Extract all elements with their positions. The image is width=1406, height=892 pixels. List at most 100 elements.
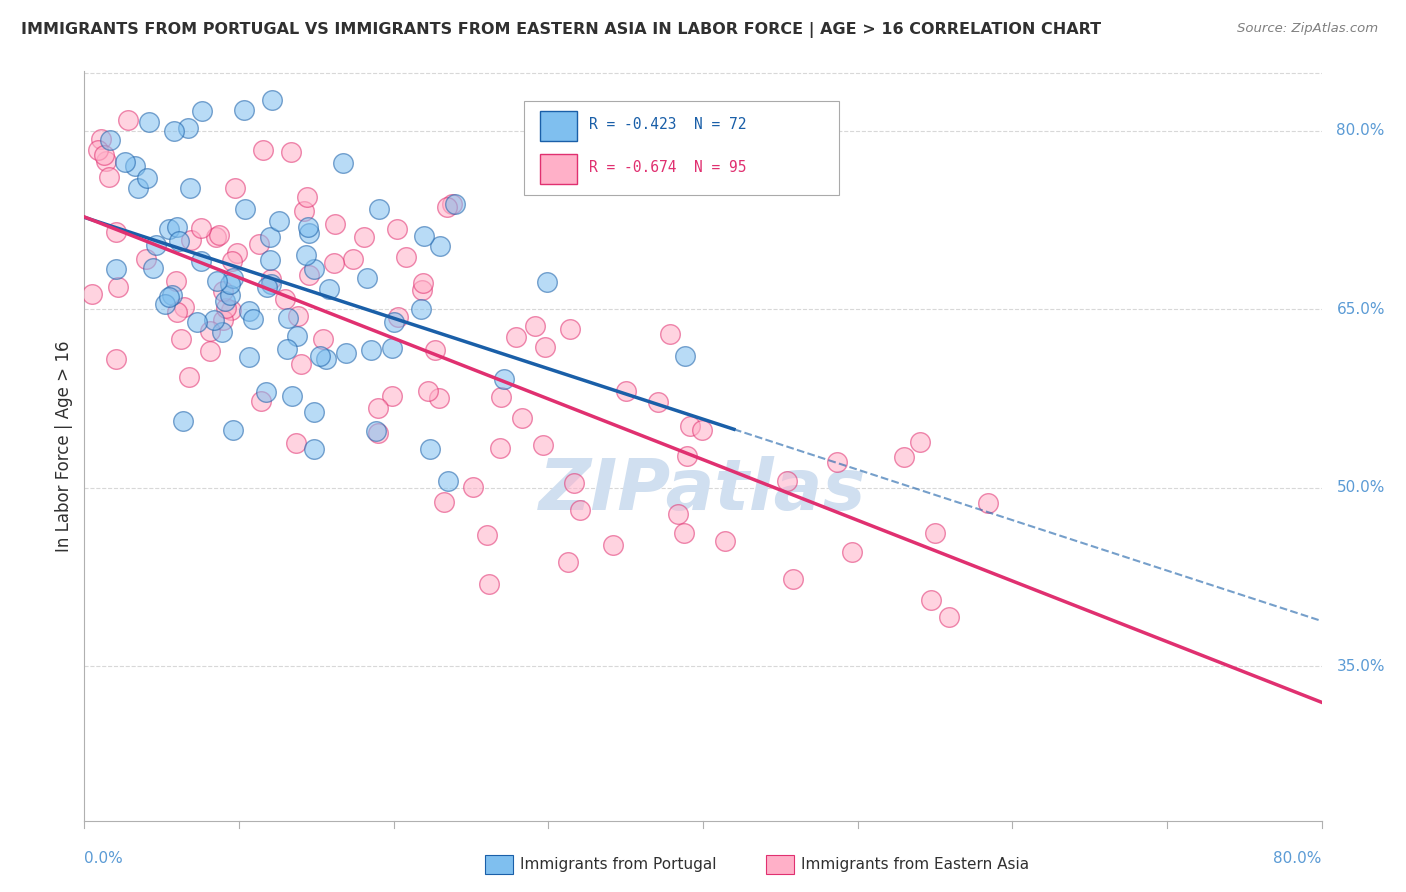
Point bbox=[298, 268, 321, 282]
Point bbox=[602, 538, 624, 552]
Text: IMMIGRANTS FROM PORTUGAL VS IMMIGRANTS FROM EASTERN ASIA IN LABOR FORCE | AGE > : IMMIGRANTS FROM PORTUGAL VS IMMIGRANTS F… bbox=[21, 22, 1101, 38]
Point bbox=[252, 143, 274, 157]
Point bbox=[104, 225, 127, 239]
Point bbox=[427, 392, 450, 406]
Point bbox=[232, 103, 254, 117]
Point bbox=[436, 200, 458, 214]
Point bbox=[169, 234, 191, 248]
Point bbox=[315, 351, 337, 366]
Point bbox=[198, 344, 221, 359]
Point bbox=[138, 115, 160, 129]
Point bbox=[419, 442, 441, 457]
Point bbox=[412, 276, 434, 290]
Point bbox=[259, 272, 281, 286]
Text: R = -0.423  N = 72: R = -0.423 N = 72 bbox=[589, 117, 747, 132]
Point bbox=[908, 435, 931, 450]
Point bbox=[381, 389, 404, 403]
Point bbox=[277, 310, 299, 325]
Point bbox=[489, 441, 512, 455]
Point bbox=[96, 153, 118, 168]
Point bbox=[157, 221, 180, 235]
Point bbox=[163, 124, 186, 138]
Point bbox=[441, 197, 464, 211]
Point bbox=[250, 394, 273, 409]
Point bbox=[82, 287, 104, 301]
Text: Immigrants from Portugal: Immigrants from Portugal bbox=[520, 857, 717, 871]
Point bbox=[534, 341, 557, 355]
Point bbox=[938, 609, 960, 624]
Text: 80.0%: 80.0% bbox=[1274, 851, 1322, 865]
Bar bbox=[540, 112, 576, 141]
Point bbox=[298, 226, 321, 240]
Point bbox=[290, 357, 312, 371]
Point bbox=[233, 202, 256, 217]
Point bbox=[782, 572, 804, 586]
Point bbox=[212, 285, 235, 299]
Point bbox=[395, 251, 418, 265]
Point bbox=[423, 343, 446, 357]
Point bbox=[280, 145, 302, 159]
Text: ZIPatlas: ZIPatlas bbox=[540, 457, 866, 525]
Point bbox=[312, 332, 335, 346]
Point bbox=[214, 293, 236, 308]
Point bbox=[475, 528, 498, 542]
Text: 50.0%: 50.0% bbox=[1337, 480, 1385, 495]
Point bbox=[177, 120, 200, 135]
Point bbox=[335, 346, 357, 360]
Point bbox=[679, 419, 702, 434]
Text: 65.0%: 65.0% bbox=[1337, 301, 1385, 317]
Point bbox=[219, 288, 242, 302]
Point bbox=[295, 190, 318, 204]
Point bbox=[287, 309, 309, 323]
Point bbox=[676, 449, 699, 463]
Point bbox=[429, 239, 451, 253]
Point bbox=[285, 435, 308, 450]
Point bbox=[342, 252, 364, 266]
Point bbox=[382, 315, 405, 329]
Point bbox=[222, 271, 245, 285]
Point bbox=[179, 181, 201, 195]
Point bbox=[205, 229, 228, 244]
Point bbox=[433, 494, 456, 508]
Point bbox=[219, 277, 242, 292]
Point bbox=[87, 143, 110, 157]
Point bbox=[207, 228, 229, 243]
Text: 0.0%: 0.0% bbox=[84, 851, 124, 865]
Point bbox=[367, 202, 389, 217]
Point bbox=[221, 254, 243, 268]
Point bbox=[387, 310, 409, 324]
Point bbox=[238, 303, 260, 318]
Point bbox=[127, 181, 149, 195]
Point bbox=[714, 534, 737, 549]
Text: R = -0.674  N = 95: R = -0.674 N = 95 bbox=[589, 160, 747, 175]
Text: 35.0%: 35.0% bbox=[1337, 658, 1385, 673]
Point bbox=[98, 133, 121, 147]
Point bbox=[173, 300, 195, 314]
Point bbox=[221, 423, 243, 437]
Point bbox=[524, 319, 547, 334]
Point bbox=[510, 411, 533, 425]
Point bbox=[413, 228, 436, 243]
Point bbox=[478, 576, 501, 591]
Point bbox=[247, 237, 270, 252]
Point bbox=[190, 220, 212, 235]
Point bbox=[367, 401, 389, 415]
Point bbox=[142, 261, 165, 276]
Point bbox=[190, 253, 212, 268]
Point bbox=[172, 414, 194, 428]
Point bbox=[675, 349, 697, 363]
Point bbox=[647, 395, 669, 409]
Point bbox=[297, 220, 319, 235]
Point bbox=[155, 297, 177, 311]
Y-axis label: In Labor Force | Age > 16: In Labor Force | Age > 16 bbox=[55, 340, 73, 552]
Point bbox=[117, 112, 139, 127]
Point bbox=[177, 370, 200, 384]
Point bbox=[536, 275, 558, 289]
Point bbox=[259, 230, 281, 244]
Point bbox=[531, 438, 554, 452]
Point bbox=[332, 156, 354, 170]
Point bbox=[285, 329, 308, 343]
Text: Source: ZipAtlas.com: Source: ZipAtlas.com bbox=[1237, 22, 1378, 36]
FancyBboxPatch shape bbox=[523, 102, 839, 195]
Point bbox=[256, 280, 278, 294]
